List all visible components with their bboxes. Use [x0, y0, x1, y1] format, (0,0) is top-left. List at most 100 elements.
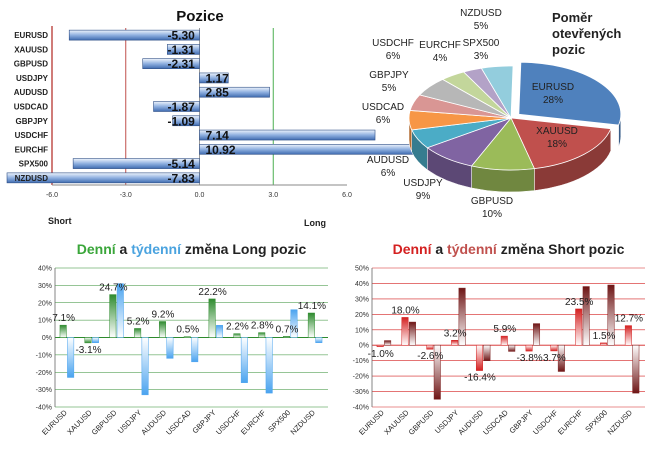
y-tick-label: -10%	[36, 352, 52, 359]
y-tick-label: 40%	[355, 281, 369, 288]
bar	[475, 344, 483, 371]
category-label: USDCAD	[164, 408, 193, 437]
position-bar	[72, 158, 200, 169]
bar	[401, 317, 409, 346]
title-part: změna Short pozic	[497, 241, 625, 257]
bar	[557, 344, 565, 372]
data-label: 1.17	[206, 71, 230, 85]
bar	[141, 337, 149, 396]
pie-label-value: 18%	[547, 139, 567, 150]
bar	[158, 321, 166, 338]
bar	[91, 337, 99, 343]
data-label: 24.7%	[99, 283, 127, 294]
data-label: -1.31	[168, 43, 196, 57]
chart-title: Denní a týdenní změna Long pozic	[77, 241, 307, 257]
data-label: 22.2%	[198, 287, 226, 298]
bar	[166, 337, 174, 359]
pie-slice	[518, 61, 622, 126]
category-label: EURUSD	[357, 408, 386, 437]
x-tick-label: 3.0	[268, 192, 278, 199]
y-tick-label: 0%	[359, 343, 369, 350]
category-label: USDCHF	[531, 408, 560, 437]
bar	[116, 283, 124, 338]
bar	[208, 298, 216, 338]
pie-label-value: 5%	[474, 21, 489, 32]
bar	[533, 323, 541, 346]
data-label: -2.31	[168, 57, 196, 71]
pie-label-value: 4%	[433, 53, 448, 64]
pie-label-name: USDJPY	[403, 178, 443, 189]
y-tick-label: 30%	[38, 283, 52, 290]
pie-label-name: NZDUSD	[460, 8, 502, 19]
position-bar	[199, 86, 270, 98]
title-part: a	[431, 241, 447, 257]
pie-label-value: 28%	[543, 95, 563, 106]
bar	[191, 337, 199, 363]
pie-label-name: XAUUSD	[536, 126, 578, 137]
data-label: 10.92	[206, 143, 236, 157]
title-part: a	[116, 241, 132, 257]
data-label: 2.8%	[251, 321, 274, 332]
category-label: XAUUSD	[382, 408, 411, 437]
category-label: GBPJPY	[190, 408, 217, 435]
data-label: 2.85	[206, 86, 230, 100]
bar	[600, 342, 608, 346]
category-label: SPX500	[19, 160, 49, 169]
bar	[607, 284, 615, 346]
data-label: -2.6%	[417, 351, 443, 362]
bar	[575, 308, 583, 346]
long-change-chart: Denní a týdenní změna Long pozic 40% 30% 20…	[36, 241, 328, 437]
data-label: -1.09	[168, 114, 196, 128]
category-label: USDCHF	[214, 408, 243, 437]
pie-label-name: GBPJPY	[369, 70, 409, 81]
category-label: USDJPY	[16, 74, 49, 83]
category-label: USDCAD	[481, 408, 510, 437]
pie-label-value: 5%	[382, 83, 397, 94]
data-label: 1.5%	[593, 331, 616, 342]
bar	[525, 344, 533, 352]
data-label: -16.4%	[464, 373, 496, 384]
data-label: -5.30	[168, 29, 196, 43]
data-label: 5.2%	[127, 316, 150, 327]
position-bar	[68, 29, 200, 41]
category-label: GBPJPY	[507, 408, 534, 435]
bar	[550, 344, 558, 352]
category-label: GBPUSD	[90, 408, 119, 437]
x-tick-label: -3.0	[120, 192, 132, 199]
data-label: 3.7%	[543, 353, 566, 364]
bar	[258, 332, 266, 338]
y-tick-label: 0%	[42, 335, 52, 342]
bar	[500, 335, 508, 346]
category-label: EURCHF	[239, 408, 268, 437]
bar	[408, 321, 416, 346]
short-change-chart: Denní a týdenní změna Short pozic 50% 40% 3…	[353, 241, 645, 437]
category-label: AUDUSD	[456, 408, 485, 437]
bar	[233, 333, 241, 338]
data-label: 3.2%	[444, 328, 467, 339]
pie-label-name: USDCAD	[362, 102, 404, 113]
category-label: XAUUSD	[14, 45, 48, 54]
category-label: XAUUSD	[65, 408, 94, 437]
bar	[265, 337, 273, 394]
data-label: -3.8%	[517, 353, 543, 364]
position-bar	[199, 129, 376, 141]
category-label: NZDUSD	[606, 408, 635, 437]
pie-title-line: pozic	[552, 42, 585, 57]
positions-chart: Pozice EURUSD -5.30 XAUUSD -1.31 GBPUSD -2.31 U…	[6, 8, 469, 228]
data-label: -7.83	[168, 171, 196, 185]
pie-label-value: 3%	[474, 51, 489, 62]
category-label: EURCHF	[15, 145, 48, 154]
title-part: týdenní	[447, 241, 498, 257]
data-label: -1.87	[168, 100, 196, 114]
title-part: Denní	[77, 241, 117, 257]
long-label: Long	[304, 218, 326, 228]
data-label: 5.9%	[493, 324, 516, 335]
pie-label-name: EURCHF	[419, 40, 461, 51]
bar	[307, 312, 315, 338]
pie-title-line: Poměr	[552, 10, 592, 25]
bar	[384, 340, 392, 346]
y-tick-label: -40%	[353, 405, 369, 412]
position-bar	[166, 44, 200, 55]
pie-label-name: SPX500	[463, 38, 500, 49]
title-part: Denní	[393, 241, 433, 257]
